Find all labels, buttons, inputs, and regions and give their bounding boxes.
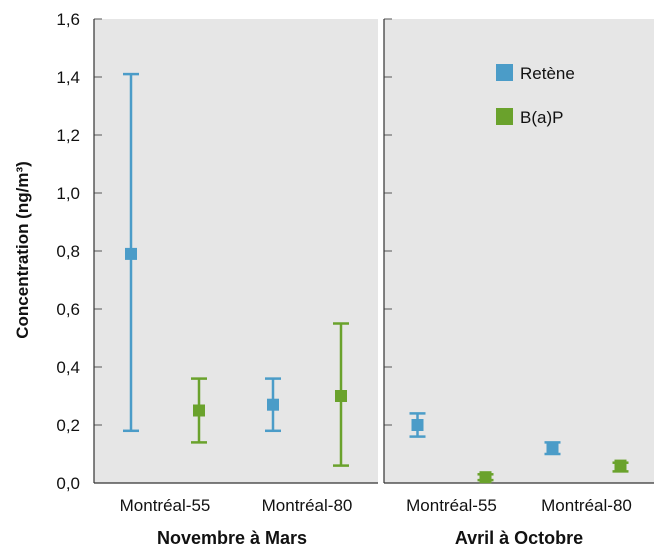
point-marker xyxy=(479,471,492,484)
point-marker xyxy=(614,459,627,472)
point-marker xyxy=(193,404,205,417)
point-marker xyxy=(411,419,424,431)
legend: Retène B(a)P xyxy=(496,64,575,127)
y-tick-label: 1,2 xyxy=(56,126,80,145)
y-tick-label: 0,8 xyxy=(56,242,80,261)
x-category-label: Montréal-80 xyxy=(262,496,353,515)
data-point-bap xyxy=(333,322,349,467)
point-marker xyxy=(125,247,137,260)
panel-background-2 xyxy=(384,19,654,483)
point-marker xyxy=(267,398,279,411)
legend-label-bap: B(a)P xyxy=(520,108,563,127)
y-axis-title: Concentration (ng/m³) xyxy=(13,161,32,339)
y-tick-label: 0,6 xyxy=(56,300,80,319)
legend-swatch-retene xyxy=(496,64,513,81)
panel-title: Novembre à Mars xyxy=(157,528,307,548)
x-category-label: Montréal-55 xyxy=(120,496,211,515)
data-point-retene xyxy=(265,377,281,433)
data-point-bap xyxy=(191,377,207,444)
x-category-label: Montréal-80 xyxy=(541,496,632,515)
data-point-retene xyxy=(544,441,561,456)
point-marker xyxy=(546,442,559,455)
y-tick-label: 1,0 xyxy=(56,184,80,203)
data-point-bap xyxy=(477,471,494,484)
data-point-retene xyxy=(123,72,139,433)
x-category-label: Montréal-55 xyxy=(406,496,497,515)
data-point-retene xyxy=(409,412,426,438)
y-tick-label: 1,4 xyxy=(56,68,80,87)
panel-title: Avril à Octobre xyxy=(455,528,583,548)
point-marker xyxy=(335,390,347,402)
legend-label-retene: Retène xyxy=(520,64,575,83)
legend-swatch-bap xyxy=(496,108,513,125)
y-tick-label: 1,6 xyxy=(56,10,80,29)
y-tick-label: 0,2 xyxy=(56,416,80,435)
panel-background-1 xyxy=(94,19,378,483)
y-tick-label: 0,4 xyxy=(56,358,80,377)
data-point-bap xyxy=(612,459,629,473)
y-tick-label: 0,0 xyxy=(56,474,80,493)
